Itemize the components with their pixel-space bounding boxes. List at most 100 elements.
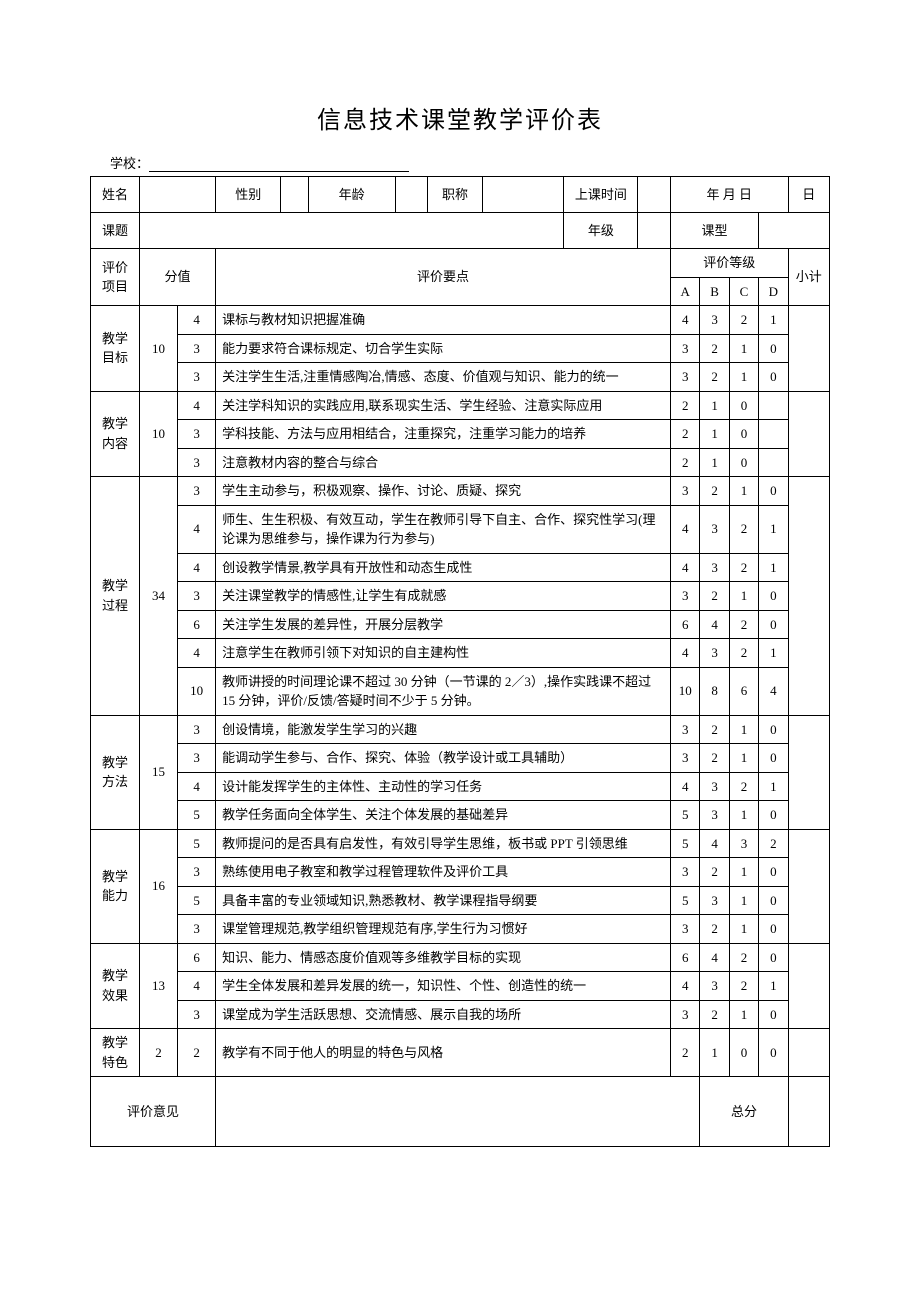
row-grade: 2 <box>729 943 758 972</box>
row-grade: 2 <box>729 972 758 1001</box>
row-pts: 4 <box>178 306 216 335</box>
row-desc: 能力要求符合课标规定、切合学生实际 <box>216 334 671 363</box>
row-grade: 4 <box>671 639 700 668</box>
row-grade: 6 <box>729 667 758 715</box>
hdr-rank: 职称 <box>428 177 482 213</box>
row-grade: 3 <box>671 477 700 506</box>
row-grade: 10 <box>671 667 700 715</box>
row-grade: 4 <box>671 553 700 582</box>
row-grade: 3 <box>671 858 700 887</box>
hdr-grade: 年级 <box>564 213 638 249</box>
val-age[interactable] <box>395 177 428 213</box>
footer-opinion: 评价意见 <box>91 1077 216 1147</box>
row-grade: 1 <box>729 477 758 506</box>
row-grade: 2 <box>729 306 758 335</box>
hdr-date: 年 月 日 <box>671 177 789 213</box>
row-grade: 4 <box>671 972 700 1001</box>
hdr-classtype: 课型 <box>671 213 759 249</box>
val-totalscore[interactable] <box>788 1077 829 1147</box>
row-grade: 4 <box>671 306 700 335</box>
row-pts: 3 <box>178 363 216 392</box>
row-pts: 3 <box>178 1000 216 1029</box>
row-subtotal[interactable] <box>788 306 829 392</box>
row-subtotal[interactable] <box>788 715 829 829</box>
section-name: 教学 过程 <box>91 477 140 716</box>
section-name: 教学 目标 <box>91 306 140 392</box>
row-grade: 2 <box>700 715 729 744</box>
row-pts: 4 <box>178 972 216 1001</box>
row-desc: 具备丰富的专业领域知识,熟悉教材、教学课程指导纲要 <box>216 886 671 915</box>
row-grade: 2 <box>729 610 758 639</box>
school-field: 学校： <box>110 153 830 172</box>
row-grade: 4 <box>671 772 700 801</box>
row-grade: 0 <box>759 334 788 363</box>
row-pts: 10 <box>178 667 216 715</box>
row-grade: 0 <box>759 915 788 944</box>
row-desc: 学科技能、方法与应用相结合，注重探究，注重学习能力的培养 <box>216 420 671 449</box>
row-grade: 2 <box>671 1029 700 1077</box>
col-evalitem: 评价 项目 <box>91 249 140 306</box>
val-subject[interactable] <box>139 213 563 249</box>
row-pts: 5 <box>178 829 216 858</box>
row-desc: 关注学生生活,注重情感陶冶,情感、态度、价值观与知识、能力的统一 <box>216 363 671 392</box>
row-grade: 1 <box>729 334 758 363</box>
row-desc: 课堂管理规范,教学组织管理规范有序,学生行为习惯好 <box>216 915 671 944</box>
row-subtotal[interactable] <box>788 477 829 716</box>
col-score: 分值 <box>139 249 215 306</box>
col-d: D <box>759 277 788 306</box>
row-grade: 3 <box>700 553 729 582</box>
row-grade: 0 <box>729 391 758 420</box>
row-grade: 0 <box>759 943 788 972</box>
row-desc: 熟练使用电子教室和教学过程管理软件及评价工具 <box>216 858 671 887</box>
val-classtype[interactable] <box>759 213 830 249</box>
row-subtotal[interactable] <box>788 1029 829 1077</box>
row-desc: 能调动学生参与、合作、探究、体验（教学设计或工具辅助） <box>216 744 671 773</box>
row-grade: 2 <box>700 477 729 506</box>
footer-totalscore: 总分 <box>700 1077 788 1147</box>
row-pts: 3 <box>178 420 216 449</box>
row-pts: 3 <box>178 715 216 744</box>
row-grade <box>759 391 788 420</box>
row-grade: 0 <box>759 477 788 506</box>
row-grade: 1 <box>759 505 788 553</box>
row-grade: 2 <box>729 772 758 801</box>
row-subtotal[interactable] <box>788 943 829 1029</box>
row-subtotal[interactable] <box>788 829 829 943</box>
row-grade <box>759 420 788 449</box>
col-level: 评价等级 <box>671 249 789 278</box>
row-grade: 5 <box>671 829 700 858</box>
row-desc: 创设情境，能激发学生学习的兴趣 <box>216 715 671 744</box>
section-name: 教学 内容 <box>91 391 140 477</box>
row-grade: 0 <box>759 582 788 611</box>
row-desc: 关注学科知识的实践应用,联系现实生活、学生经验、注意实际应用 <box>216 391 671 420</box>
val-classtime[interactable] <box>638 177 671 213</box>
row-grade: 2 <box>671 391 700 420</box>
row-pts: 2 <box>178 1029 216 1077</box>
row-grade: 2 <box>700 582 729 611</box>
val-opinion[interactable] <box>216 1077 700 1147</box>
col-b: B <box>700 277 729 306</box>
col-subtotal: 小计 <box>788 249 829 306</box>
row-grade: 3 <box>700 306 729 335</box>
row-grade: 3 <box>700 801 729 830</box>
row-grade: 1 <box>700 448 729 477</box>
row-grade: 0 <box>729 420 758 449</box>
row-grade: 2 <box>671 448 700 477</box>
val-name[interactable] <box>139 177 215 213</box>
row-grade: 3 <box>671 915 700 944</box>
row-grade: 5 <box>671 886 700 915</box>
row-subtotal[interactable] <box>788 391 829 477</box>
val-rank[interactable] <box>482 177 564 213</box>
col-c: C <box>729 277 758 306</box>
row-grade: 3 <box>671 1000 700 1029</box>
section-total: 10 <box>139 391 177 477</box>
row-grade: 2 <box>700 744 729 773</box>
row-grade: 3 <box>729 829 758 858</box>
val-gender[interactable] <box>281 177 308 213</box>
section-total: 10 <box>139 306 177 392</box>
section-name: 教学 特色 <box>91 1029 140 1077</box>
row-pts: 3 <box>178 477 216 506</box>
row-desc: 注意教材内容的整合与综合 <box>216 448 671 477</box>
row-grade: 0 <box>729 448 758 477</box>
val-grade[interactable] <box>638 213 671 249</box>
